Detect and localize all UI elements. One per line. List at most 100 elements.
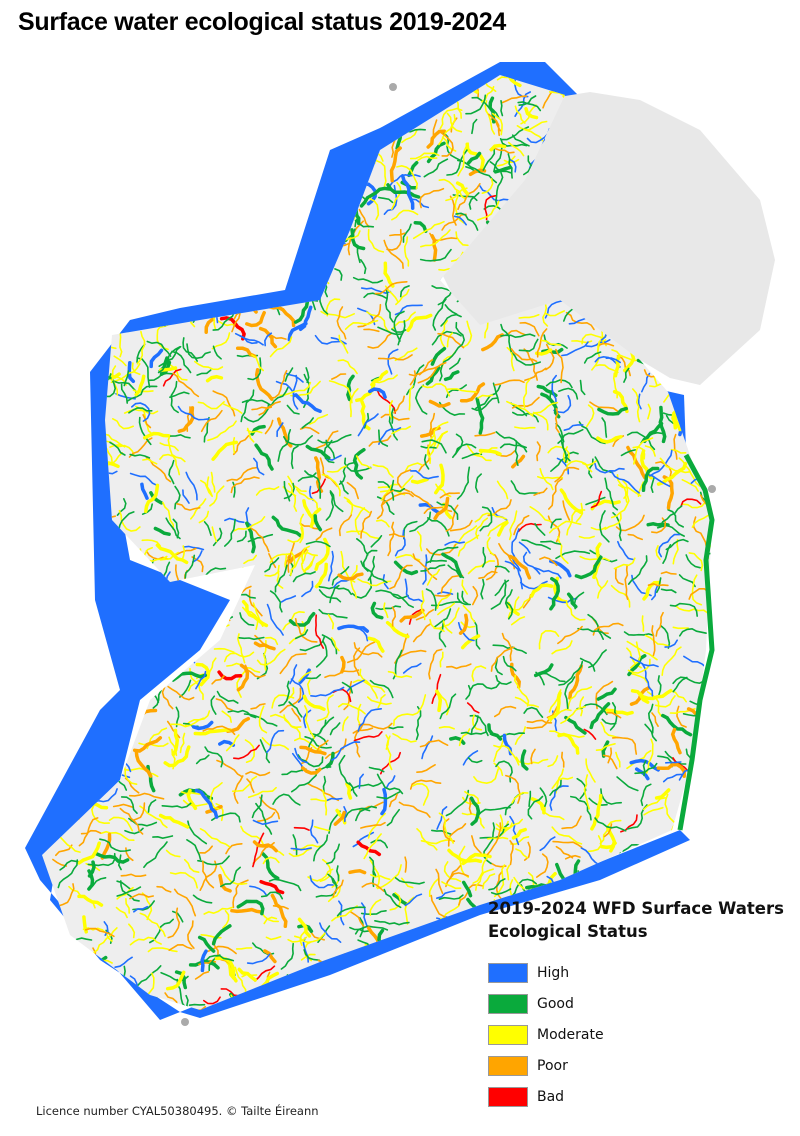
river-segment-poor <box>706 102 712 127</box>
river-segment-poor <box>505 774 521 804</box>
river-segment-good <box>375 589 409 600</box>
river-segment-good <box>461 590 469 605</box>
river-segment-good <box>423 158 449 178</box>
river-segment-good <box>42 395 47 400</box>
river-segment-good <box>254 443 274 471</box>
river-segment-moderate <box>93 94 107 106</box>
river-segment-poor <box>526 719 553 724</box>
river-segment-good <box>504 589 513 609</box>
river-segment-poor <box>205 285 210 302</box>
river-segment-high <box>637 870 643 886</box>
river-segment-good <box>533 663 554 678</box>
river-segment-moderate <box>557 732 580 755</box>
river-segment-moderate <box>294 176 315 193</box>
river-segment-moderate <box>300 549 309 574</box>
river-segment-good <box>236 899 265 916</box>
river-segment-good <box>708 533 712 555</box>
river-segment-good <box>367 555 376 581</box>
river-segment-high <box>358 773 364 789</box>
river-segment-good <box>550 518 562 529</box>
river-segment-poor <box>404 856 408 873</box>
river-segment-good <box>604 477 619 511</box>
river-segment-good <box>151 162 158 197</box>
river-segment-good <box>97 189 118 201</box>
river-segment-good <box>596 687 617 701</box>
river-segment-good <box>664 60 671 72</box>
river-segment-high <box>46 707 63 722</box>
river-segment-high <box>127 109 138 131</box>
river-segment-moderate <box>261 737 290 751</box>
river-segment-good <box>505 601 514 620</box>
river-segment-good <box>431 829 452 836</box>
river-segment-good <box>588 649 607 669</box>
river-segment-good <box>660 625 671 649</box>
river-segment-moderate <box>262 856 280 865</box>
river-segment-poor <box>471 835 482 854</box>
river-segment-poor <box>627 533 643 541</box>
river-segment-high <box>125 175 156 190</box>
river-segment-high <box>436 890 456 899</box>
river-segment-good <box>540 540 562 545</box>
river-segment-poor <box>660 571 677 575</box>
river-segment-poor <box>168 943 193 951</box>
river-segment-poor <box>511 454 526 469</box>
river-segment-good <box>185 280 205 290</box>
river-segment-moderate <box>297 917 312 938</box>
river-segment-bad <box>304 1002 321 1006</box>
river-segment-moderate <box>73 639 97 651</box>
river-segment-poor <box>194 971 210 980</box>
river-segment-poor <box>670 727 682 755</box>
river-segment-moderate <box>213 647 235 654</box>
river-segment-good <box>310 732 328 745</box>
river-segment-good <box>232 156 244 170</box>
river-segment-moderate <box>159 551 179 561</box>
river-segment-good <box>351 576 373 599</box>
river-segment-moderate <box>655 545 661 561</box>
river-segment-poor <box>337 572 364 581</box>
river-segment-moderate <box>457 534 480 557</box>
river-segment-good <box>64 363 77 382</box>
river-segment-moderate <box>412 220 445 240</box>
river-segment-good <box>109 441 126 456</box>
river-segment-good <box>510 878 537 898</box>
river-segment-high <box>222 177 228 199</box>
river-segment-good <box>168 459 175 485</box>
river-segment-good <box>456 466 471 500</box>
river-segment-good <box>95 240 118 252</box>
river-segment-good <box>685 554 701 569</box>
river-segment-poor <box>347 239 352 256</box>
river-segment-good <box>706 737 712 754</box>
river-segment-moderate <box>135 75 155 87</box>
river-segment-good <box>136 289 148 307</box>
river-segment-poor <box>191 556 204 573</box>
river-segment-poor <box>119 807 144 835</box>
river-segment-good <box>220 245 232 259</box>
river-segment-moderate <box>196 657 217 680</box>
river-segment-good <box>280 942 294 970</box>
river-segment-good <box>461 452 483 460</box>
river-segment-good <box>558 660 584 686</box>
river-segment-moderate <box>163 179 186 200</box>
river-segment-good <box>514 440 519 466</box>
river-segment-poor <box>259 796 280 820</box>
river-segment-moderate <box>511 827 527 840</box>
river-segment-moderate <box>530 797 546 815</box>
river-segment-good <box>487 723 503 741</box>
river-segment-good <box>704 703 712 716</box>
river-segment-moderate <box>354 507 366 535</box>
river-segment-moderate <box>136 330 146 365</box>
river-segment-poor <box>552 840 583 849</box>
river-segment-good <box>583 351 602 364</box>
river-segment-good <box>301 417 314 429</box>
river-segment-good <box>274 564 288 593</box>
river-segment-moderate <box>95 274 116 287</box>
river-segment-moderate <box>438 692 450 716</box>
river-segment-moderate <box>265 935 282 941</box>
river-segment-poor <box>167 907 181 939</box>
river-segment-moderate <box>349 388 359 418</box>
river-segment-good <box>212 345 222 360</box>
river-segment-moderate <box>117 99 139 104</box>
river-segment-high <box>61 393 73 406</box>
river-segment-high <box>518 541 531 554</box>
river-segment-poor <box>446 949 455 969</box>
